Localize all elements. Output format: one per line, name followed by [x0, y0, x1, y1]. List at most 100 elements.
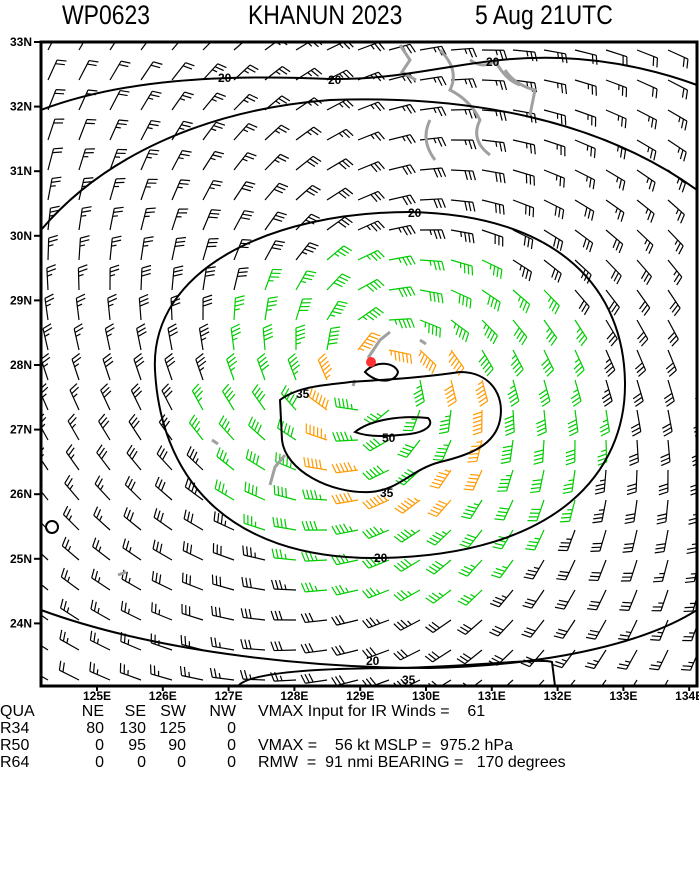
- wind-barb: [451, 170, 475, 180]
- wind-barb: [575, 170, 595, 189]
- wind-barb: [574, 350, 584, 376]
- wind-barb: [606, 200, 624, 222]
- wind-barb: [172, 180, 190, 200]
- wind-barb: [263, 324, 273, 350]
- wind-barb: [110, 91, 129, 110]
- wind-barb: [631, 410, 641, 436]
- wind-barb: [420, 320, 440, 338]
- wind-barb: [501, 440, 513, 463]
- wind-barb: [592, 500, 606, 523]
- row-label: R64: [0, 755, 29, 771]
- wind-barb: [172, 63, 194, 80]
- wind-barb: [394, 620, 420, 630]
- wind-barb: [584, 680, 606, 698]
- wind-barb: [196, 354, 206, 380]
- wind-barb: [394, 530, 420, 542]
- wind-barb: [358, 162, 384, 172]
- col-header: NW: [200, 704, 236, 720]
- wind-barb: [90, 662, 110, 680]
- wind-barb: [652, 590, 668, 611]
- wind-barb: [165, 354, 175, 380]
- wind-barb: [451, 140, 476, 149]
- wind-barb: [273, 517, 296, 530]
- wind-barb: [103, 354, 113, 380]
- wind-barb: [554, 620, 575, 638]
- wind-barb: [65, 475, 79, 500]
- wind-barb: [420, 199, 445, 208]
- wind-barb: [265, 125, 289, 140]
- wind-barb: [66, 444, 79, 470]
- wind-barb: [29, 629, 48, 650]
- wind-barb: [172, 266, 183, 290]
- wind-barb: [296, 299, 312, 320]
- cell: 90: [150, 738, 186, 754]
- wind-barb: [246, 449, 265, 470]
- wind-barb: [189, 415, 203, 440]
- cell: 0: [200, 721, 236, 737]
- wind-barb: [327, 100, 353, 110]
- wind-barb: [304, 457, 327, 470]
- col-header: SE: [110, 704, 146, 720]
- wind-barb: [265, 241, 285, 260]
- wind-barb: [566, 440, 575, 465]
- wind-barb: [127, 445, 141, 470]
- wind-barb: [48, 235, 58, 260]
- wind-barb: [234, 124, 257, 140]
- wind-barb: [183, 541, 203, 560]
- wind-barb: [78, 265, 87, 290]
- wind-barb: [274, 485, 296, 500]
- lat-tick-label: 32N: [10, 100, 32, 114]
- lon-tick-label: 133E: [609, 689, 637, 703]
- wind-barb: [668, 80, 687, 99]
- wind-barb: [332, 462, 358, 473]
- wind-barb: [513, 260, 531, 281]
- wind-barb: [152, 571, 172, 590]
- wind-barb: [48, 60, 66, 80]
- wind-barb: [101, 384, 111, 410]
- wind-barb: [172, 209, 188, 230]
- wind-barb: [79, 149, 95, 170]
- wind-barb: [288, 354, 300, 380]
- wind-barb: [141, 62, 162, 80]
- wind-barb: [63, 506, 79, 530]
- wind-barb: [575, 110, 596, 127]
- wind-barb: [234, 296, 245, 320]
- wind-barb: [625, 500, 637, 523]
- wind-barb: [637, 230, 653, 254]
- wind-barb: [637, 290, 650, 315]
- wind-barb: [157, 446, 172, 470]
- contour-label: 35: [296, 387, 310, 401]
- wind-barb: [648, 680, 668, 699]
- wind-barb: [94, 507, 110, 530]
- wind-barb: [123, 539, 141, 560]
- wind-barb: [659, 470, 668, 495]
- lat-tick-label: 33N: [10, 35, 32, 49]
- wind-barb: [141, 91, 162, 110]
- wind-barb: [427, 530, 451, 545]
- wind-barb: [520, 680, 544, 696]
- wind-barb: [482, 260, 502, 279]
- wind-barb: [272, 549, 296, 560]
- lat-tick-label: 27N: [10, 423, 32, 437]
- cell: 0: [150, 755, 186, 771]
- wind-barb: [558, 530, 575, 551]
- wind-barb: [296, 243, 318, 260]
- wind-barb: [637, 320, 648, 346]
- wind-barb: [482, 80, 507, 90]
- wind-barb: [556, 560, 575, 580]
- wind-barb: [451, 260, 472, 275]
- wind-barb: [513, 290, 530, 313]
- wind-barb: [141, 265, 151, 290]
- wind-barb: [154, 508, 172, 530]
- wind-barb: [265, 297, 278, 320]
- wind-barb: [296, 127, 321, 140]
- wind-barb: [332, 493, 358, 504]
- wind-barb: [182, 604, 203, 620]
- wind-barb: [47, 265, 56, 290]
- contour-label: 50: [382, 431, 396, 445]
- wind-barb: [419, 350, 436, 374]
- wind-barb: [451, 200, 475, 211]
- wind-barb: [629, 440, 638, 465]
- wind-barb: [482, 290, 500, 311]
- col-header: SW: [150, 704, 186, 720]
